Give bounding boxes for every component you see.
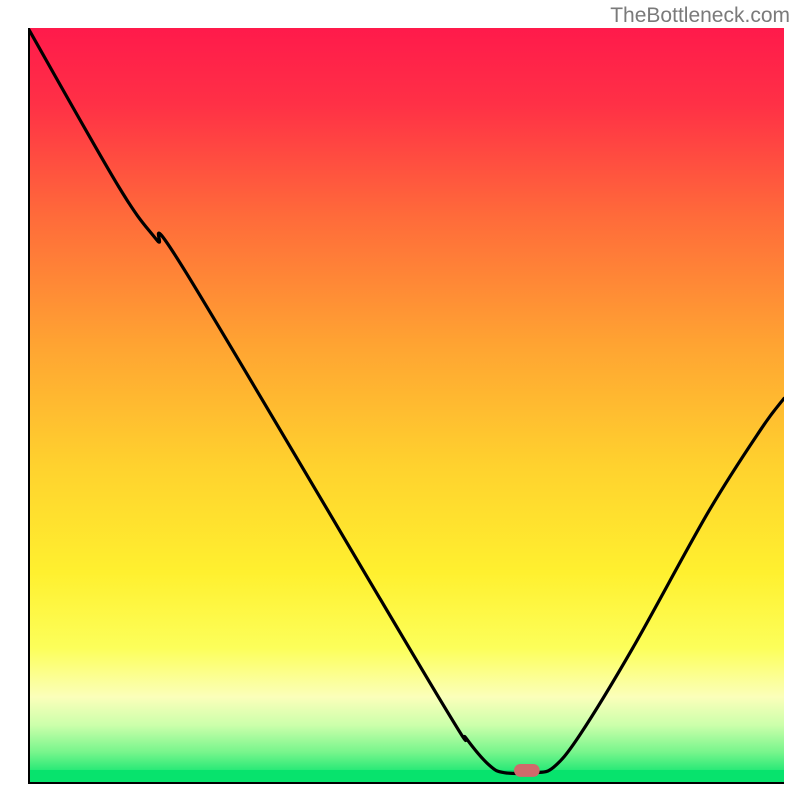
chart-plot-area <box>28 28 784 784</box>
watermark-text: TheBottleneck.com <box>610 4 790 28</box>
chart-marker <box>514 764 540 777</box>
chart-curve <box>28 28 784 784</box>
